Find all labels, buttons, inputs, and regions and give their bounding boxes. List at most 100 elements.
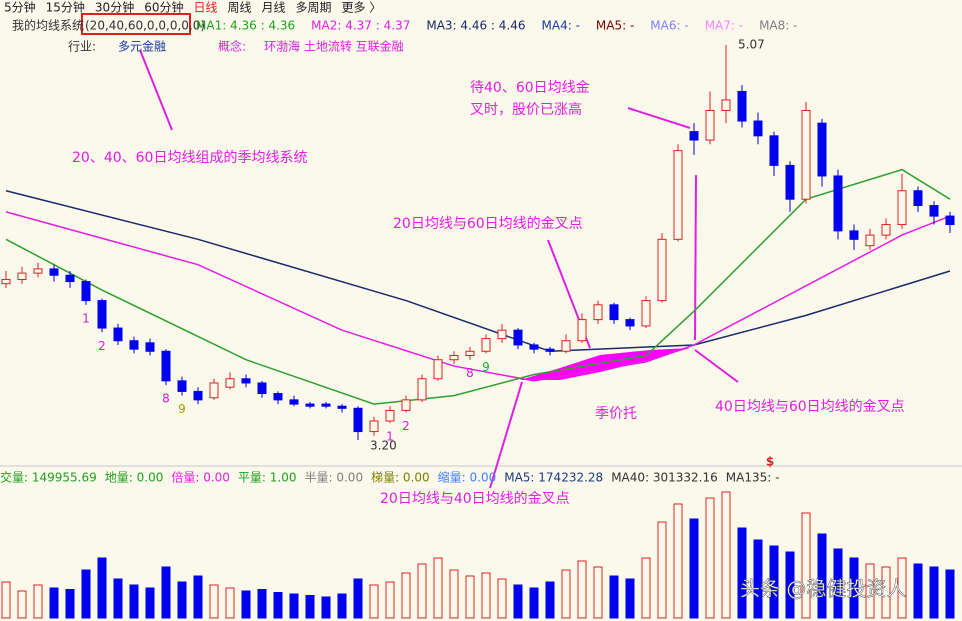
- period-tab[interactable]: 60分钟: [144, 0, 183, 15]
- candle-body: [529, 344, 539, 350]
- volume-label: 交量: 149955.69: [0, 470, 97, 485]
- candle-body: [129, 340, 139, 350]
- ma-label: MA5: -: [596, 19, 634, 33]
- volume-label: 平量: 1.00: [238, 471, 297, 485]
- volume-bar: [257, 589, 267, 619]
- candle-body: [65, 274, 75, 283]
- volume-bar: [97, 557, 107, 619]
- volume-bar: [737, 527, 747, 619]
- volume-bar: [289, 593, 299, 619]
- ma-label: MA2: 4.37 : 4.37: [311, 19, 410, 33]
- volume-bar: [225, 587, 235, 619]
- volume-bar: [81, 569, 91, 619]
- candle-body: [625, 319, 635, 327]
- volume-bar: [401, 572, 411, 619]
- ma-label: MA3: 4.46 : 4.46: [426, 19, 525, 33]
- candle-body: [545, 348, 555, 352]
- volume-bar: [865, 563, 875, 619]
- period-tab[interactable]: 周线: [228, 1, 252, 15]
- period-tab[interactable]: 30分钟: [95, 0, 134, 15]
- candle-body: [209, 382, 219, 399]
- volume-bar: [481, 572, 491, 619]
- candle-body: [657, 238, 667, 302]
- candle-body: [705, 109, 715, 141]
- ma-label: MA6: -: [650, 19, 688, 33]
- period-tab[interactable]: 月线: [262, 1, 286, 15]
- candle-body: [97, 300, 107, 329]
- volume-bar: [161, 566, 171, 619]
- candle-body: [1, 278, 11, 285]
- candle-body: [945, 215, 955, 226]
- low-label: 3.20: [370, 439, 397, 453]
- annotation: 40日均线与60日均线的金叉点: [715, 399, 905, 415]
- volume-bar: [497, 578, 507, 619]
- concepts: 环渤海 土地流转 互联金融: [264, 39, 404, 54]
- volume-bar: [177, 581, 187, 619]
- period-tab[interactable]: 5分钟: [4, 0, 36, 15]
- sequence-label: 1: [386, 430, 394, 444]
- candle-body: [577, 319, 587, 342]
- annotation: 20日均线与40日均线的金叉点: [380, 491, 570, 507]
- candle-body: [561, 340, 571, 352]
- sequence-label: 2: [402, 419, 410, 433]
- volume-bar: [929, 566, 939, 619]
- volume-bar: [545, 581, 555, 619]
- volume-bar: [577, 560, 587, 619]
- volume-bar: [769, 545, 779, 619]
- candle-body: [289, 399, 299, 405]
- candle-body: [17, 272, 27, 280]
- volume-bar: [513, 584, 523, 619]
- candle-body: [241, 378, 251, 384]
- volume-bar: [673, 503, 683, 619]
- volume-bar: [849, 557, 859, 619]
- period-tab[interactable]: 更多 〉: [342, 1, 382, 15]
- candle-body: [785, 164, 795, 200]
- volume-label: MA135: -: [726, 471, 780, 485]
- ma-label: MA1: 4.36 : 4.36: [196, 19, 295, 33]
- candle-body: [369, 420, 379, 433]
- period-tab[interactable]: 日线: [193, 1, 217, 15]
- candle-body: [929, 205, 939, 217]
- volume-bar: [241, 590, 251, 619]
- volume-bar: [65, 589, 75, 619]
- volume-bar: [945, 569, 955, 619]
- candle-body: [433, 359, 443, 380]
- volume-label: MA5: 174232.28: [504, 471, 603, 485]
- volume-bar: [625, 578, 635, 619]
- volume-bar: [913, 563, 923, 619]
- volume-bar: [817, 533, 827, 619]
- ma-label: MA7: -: [705, 19, 743, 33]
- volume-bar: [705, 497, 715, 619]
- volume-bar: [433, 557, 443, 619]
- high-label: 5.07: [738, 38, 765, 52]
- sequence-label: 9: [482, 360, 490, 374]
- candle-body: [385, 409, 395, 422]
- price-support-area: [520, 348, 690, 380]
- candle-body: [113, 327, 123, 342]
- period-tab[interactable]: 多周期: [296, 1, 332, 15]
- annotation: 20日均线与60日均线的金叉点: [393, 216, 583, 232]
- candle-body: [801, 109, 811, 200]
- volume-bar: [193, 575, 203, 619]
- annotation: 20、40、60日均线组成的季均线系统: [72, 150, 307, 166]
- volume-bar: [369, 584, 379, 619]
- volume-bar: [33, 584, 43, 619]
- candle-body: [833, 175, 843, 232]
- volume-bar: [561, 569, 571, 619]
- candle-body: [81, 281, 91, 302]
- candle-body: [49, 268, 59, 276]
- marker: $: [766, 455, 774, 469]
- volume-bar: [657, 521, 667, 619]
- volume-bar: [897, 557, 907, 619]
- sequence-label: 1: [82, 311, 90, 325]
- candle-body: [865, 234, 875, 247]
- candle-body: [641, 300, 651, 327]
- volume-bar: [721, 491, 731, 619]
- sequence-label: 2: [98, 339, 106, 353]
- sequence-label: 8: [466, 366, 474, 380]
- volume-bar: [449, 569, 459, 619]
- volume-bar: [689, 518, 699, 619]
- candle-body: [177, 380, 187, 392]
- period-tab[interactable]: 15分钟: [46, 0, 85, 15]
- watermark: 头条 @稳健投资人: [740, 577, 906, 601]
